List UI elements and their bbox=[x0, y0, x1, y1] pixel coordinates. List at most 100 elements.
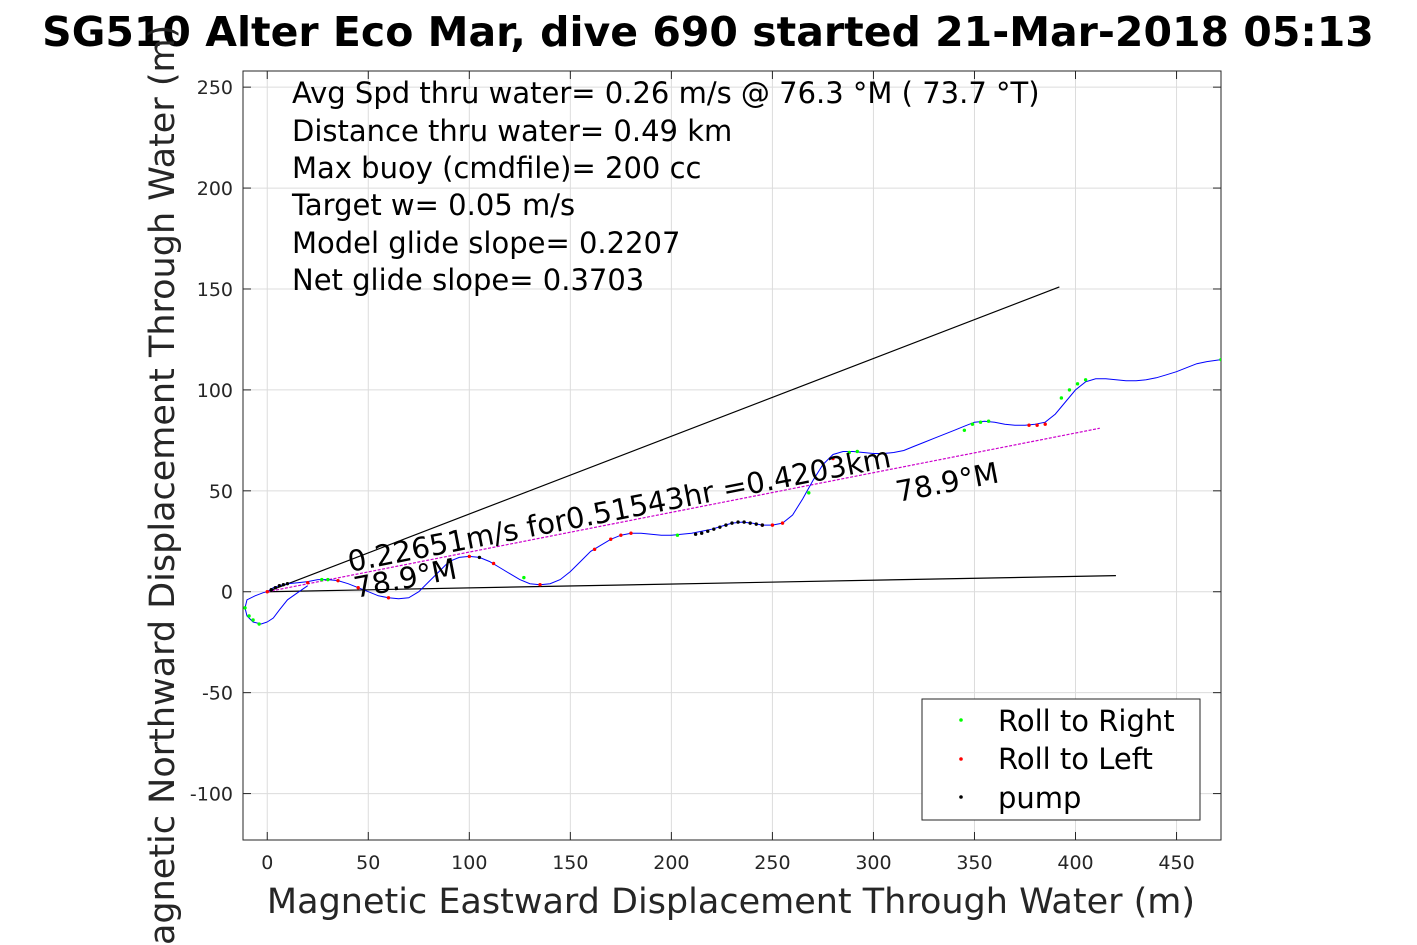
point-pump bbox=[730, 521, 734, 525]
reference-line bbox=[267, 427, 1100, 593]
y-tick-label: -100 bbox=[190, 784, 233, 806]
point-roll-to-left bbox=[831, 456, 835, 461]
legend-marker-pump bbox=[959, 795, 963, 799]
point-pump bbox=[285, 581, 290, 586]
y-axis-label: Magnetic Northward Displacement Through … bbox=[143, 25, 183, 945]
y-tick-label: 150 bbox=[197, 279, 233, 301]
legend-box bbox=[921, 698, 1201, 821]
info-text-box: Avg Spd thru water= 0.26 m/s @ 76.3 °M (… bbox=[291, 76, 1040, 297]
point-roll-to-right bbox=[962, 428, 967, 432]
x-tick-label: 400 bbox=[1057, 852, 1093, 874]
point-roll-to-right bbox=[675, 533, 680, 537]
point-roll-to-right bbox=[257, 622, 261, 626]
point-pump bbox=[712, 527, 716, 531]
point-pump bbox=[281, 582, 286, 587]
point-roll-to-right bbox=[247, 614, 251, 618]
info-line-model-slope: Model glide slope= 0.2207 bbox=[292, 226, 680, 260]
reference-line bbox=[267, 574, 1116, 593]
plot-points bbox=[243, 357, 1221, 626]
info-line-speed: Avg Spd thru water= 0.26 m/s @ 76.3 °M (… bbox=[292, 76, 1040, 110]
info-line-buoy: Max buoy (cmdfile)= 200 cc bbox=[292, 151, 701, 185]
point-roll-to-right bbox=[251, 618, 255, 622]
point-roll-to-right bbox=[1075, 382, 1080, 386]
point-pump bbox=[760, 523, 765, 527]
legend-label-roll-right: Roll to Right bbox=[998, 704, 1175, 738]
point-roll-to-left bbox=[1027, 423, 1031, 427]
x-tick-label: 100 bbox=[451, 852, 487, 874]
point-pump bbox=[447, 559, 451, 564]
point-pump bbox=[477, 555, 482, 560]
point-pump bbox=[748, 521, 752, 525]
point-roll-to-left bbox=[305, 580, 310, 585]
point-roll-to-left bbox=[1035, 423, 1039, 427]
point-roll-to-left bbox=[538, 582, 542, 587]
point-roll-to-left bbox=[619, 533, 623, 537]
legend-label-pump: pump bbox=[998, 781, 1081, 815]
y-tick-label: 100 bbox=[197, 380, 233, 402]
point-pump bbox=[724, 523, 728, 527]
y-tick-label: 0 bbox=[221, 582, 233, 604]
point-roll-to-right bbox=[1219, 357, 1221, 362]
info-line-target-w: Target w= 0.05 m/s bbox=[291, 188, 575, 222]
point-pump bbox=[742, 520, 746, 524]
reference-line bbox=[267, 286, 1060, 593]
legend-marker-roll-left bbox=[959, 757, 963, 761]
point-pump bbox=[693, 532, 698, 536]
point-pump bbox=[269, 588, 273, 592]
point-roll-to-left bbox=[592, 547, 597, 552]
track-start-segment bbox=[266, 585, 308, 623]
point-roll-to-right bbox=[1083, 378, 1088, 382]
point-pump bbox=[277, 583, 282, 588]
x-tick-label: 50 bbox=[356, 852, 380, 874]
point-roll-to-right bbox=[847, 450, 851, 455]
legend-label-roll-left: Roll to Left bbox=[998, 742, 1153, 776]
point-roll-to-left bbox=[770, 523, 775, 527]
point-roll-to-left bbox=[265, 590, 269, 594]
point-roll-to-left bbox=[386, 596, 391, 600]
point-roll-to-right bbox=[326, 577, 330, 582]
point-roll-to-right bbox=[978, 420, 983, 424]
point-pump bbox=[699, 531, 704, 535]
point-roll-to-left bbox=[491, 561, 496, 566]
chart-title: SG510 Alter Eco Mar, dive 690 started 21… bbox=[42, 8, 1374, 56]
point-roll-to-right bbox=[1059, 396, 1064, 400]
point-roll-to-right bbox=[986, 419, 991, 423]
legend-marker-roll-right bbox=[959, 718, 963, 722]
point-roll-to-left bbox=[1043, 422, 1047, 426]
point-pump bbox=[718, 525, 722, 529]
point-roll-to-left bbox=[467, 554, 472, 559]
x-tick-label: 200 bbox=[653, 852, 689, 874]
y-tick-label: -50 bbox=[202, 683, 233, 705]
x-tick-label: 150 bbox=[552, 852, 588, 874]
point-pump bbox=[736, 520, 740, 524]
x-tick-label: 300 bbox=[855, 852, 891, 874]
point-roll-to-right bbox=[243, 606, 247, 610]
y-tick-label: 250 bbox=[197, 77, 233, 99]
x-tick-label: 450 bbox=[1158, 852, 1194, 874]
info-line-distance: Distance thru water= 0.49 km bbox=[292, 114, 732, 148]
x-tick-label: 250 bbox=[754, 852, 790, 874]
y-tick-label: 200 bbox=[197, 178, 233, 200]
point-pump bbox=[706, 529, 710, 533]
legend: Roll to Right Roll to Left pump bbox=[921, 698, 1201, 821]
point-roll-to-left bbox=[356, 586, 360, 590]
info-line-net-slope: Net glide slope= 0.3703 bbox=[292, 263, 644, 297]
y-tick-label: 50 bbox=[209, 481, 233, 503]
point-pump bbox=[273, 586, 278, 590]
point-roll-to-left bbox=[780, 521, 785, 525]
point-roll-to-right bbox=[522, 575, 526, 580]
point-roll-to-left bbox=[629, 531, 633, 535]
x-tick-label: 350 bbox=[956, 852, 992, 874]
ticks: 0 50 100 150 200 250 300 350 400 450 -100 -50 0 50 100… bbox=[190, 71, 1221, 874]
point-roll-to-right bbox=[320, 577, 324, 582]
point-roll-to-right bbox=[970, 422, 975, 426]
point-roll-to-left bbox=[609, 537, 613, 541]
point-roll-to-left bbox=[336, 578, 340, 583]
point-roll-to-right bbox=[855, 449, 859, 454]
axes-box bbox=[242, 70, 1222, 841]
x-tick-label: 0 bbox=[261, 852, 273, 874]
x-axis-label: Magnetic Eastward Displacement Through W… bbox=[267, 882, 1195, 922]
point-roll-to-right bbox=[807, 491, 811, 495]
point-roll-to-right bbox=[1067, 388, 1072, 392]
